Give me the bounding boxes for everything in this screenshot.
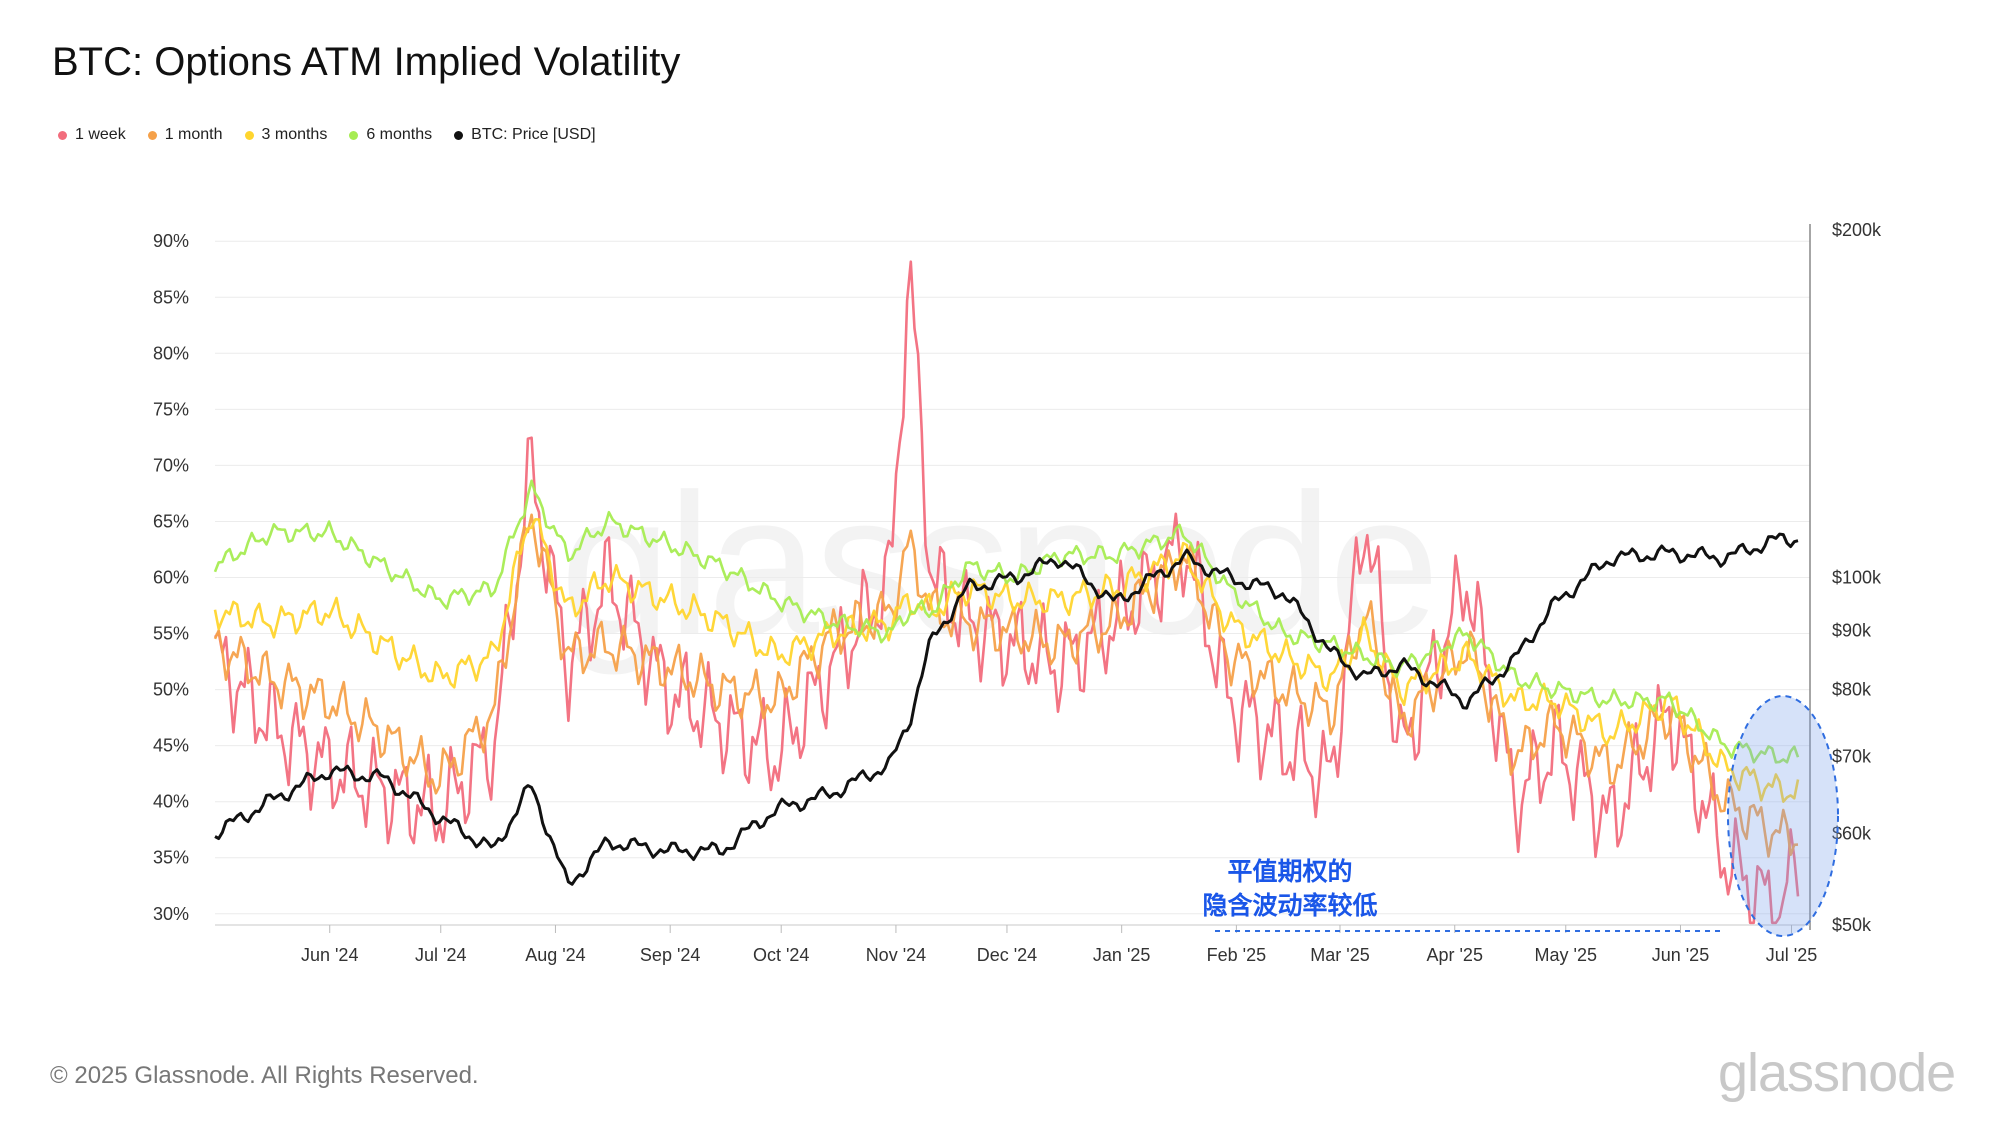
x-tick-label: Jul '25 (1766, 945, 1817, 965)
legend-dot-icon (58, 130, 67, 140)
series-line-btc-price-usd- (214, 532, 1799, 886)
x-tick-label: Feb '25 (1207, 945, 1266, 965)
y-right-tick-label: $100k (1832, 568, 1882, 588)
x-tick-label: Jun '25 (1652, 945, 1709, 965)
x-axis: Jun '24 Jul '24 Aug '24 Sep '24 Oct '24 Nov '… (215, 924, 1817, 965)
legend-label: 3 months (261, 126, 328, 143)
legend-item-3-months[interactable]: 3 months (244, 126, 328, 144)
y-left-tick-label: 85% (153, 287, 189, 307)
y-left-tick-label: 45% (153, 736, 189, 756)
series-line-1-month (213, 513, 1799, 858)
y-left-tick-label: 60% (153, 568, 189, 588)
legend-label: 1 week (75, 126, 126, 143)
x-tick-label: Sep '24 (640, 945, 701, 965)
x-tick-label: Oct '24 (753, 945, 809, 965)
chart-title: BTC: Options ATM Implied Volatility (52, 40, 681, 84)
x-tick-label: Jun '24 (301, 945, 358, 965)
legend-dot-icon (454, 130, 464, 140)
y-left-tick-label: 65% (153, 511, 189, 531)
y-left-tick-label: 35% (153, 848, 189, 868)
legend-item-1-month[interactable]: 1 month (147, 126, 223, 144)
y-axis-right: $50k $60k $70k $80k $90k $100k $200k (1809, 220, 1882, 935)
gridlines (215, 240, 1810, 915)
y-left-tick-label: 40% (153, 792, 189, 812)
legend-label: BTC: Price [USD] (471, 126, 596, 143)
legend-dot-icon (349, 130, 359, 140)
y-left-tick-label: 70% (153, 455, 189, 475)
annotation-text-line1: 平值期权的 (1227, 857, 1352, 886)
x-tick-label: Nov '24 (866, 945, 926, 965)
y-right-tick-label: $70k (1832, 746, 1872, 766)
x-tick-label: Apr '25 (1426, 945, 1482, 965)
x-tick-label: May '25 (1535, 945, 1597, 965)
legend-dot-icon (147, 130, 157, 140)
series-line-6-months (213, 479, 1800, 764)
y-left-tick-label: 50% (153, 680, 189, 700)
legend-item-6-months[interactable]: 6 months (349, 126, 432, 144)
glassnode-logo: glassnode (1718, 1043, 1956, 1103)
legend-label: 6 months (366, 126, 433, 143)
annotation-text-line2: 隐含波动率较低 (1202, 891, 1377, 920)
legend-item-btc-price[interactable]: BTC: Price [USD] (454, 126, 596, 144)
series-line-1-week (213, 260, 1800, 925)
y-left-tick-label: 80% (153, 343, 189, 363)
x-tick-label: Jul '24 (415, 945, 466, 965)
y-axis-left: 30% 35% 40% 45% 50% 55% 60% 65% 70% 75% 80% 85% 90% (153, 231, 189, 924)
series-layer (213, 260, 1800, 925)
y-right-tick-label: $50k (1832, 915, 1872, 935)
legend: 1 week 1 month 3 months 6 months BTC: Pr… (58, 126, 596, 144)
legend-item-1-week[interactable]: 1 week (58, 126, 126, 144)
x-tick-label: Aug '24 (525, 945, 586, 965)
y-right-tick-label: $90k (1832, 620, 1872, 640)
x-tick-label: Mar '25 (1310, 945, 1369, 965)
highlight-ellipse (1726, 695, 1840, 937)
y-left-tick-label: 90% (153, 231, 189, 251)
y-right-tick-label: $60k (1832, 824, 1872, 844)
y-left-tick-label: 55% (153, 624, 189, 644)
y-right-tick-label: $200k (1832, 220, 1882, 240)
x-tick-label: Dec '24 (977, 945, 1037, 965)
y-left-tick-label: 75% (153, 399, 189, 419)
copyright: © 2025 Glassnode. All Rights Reserved. (50, 1062, 479, 1089)
x-tick-label: Jan '25 (1093, 945, 1150, 965)
legend-dot-icon (244, 130, 254, 140)
legend-label: 1 month (164, 126, 223, 143)
y-left-tick-label: 30% (153, 904, 189, 924)
y-right-tick-label: $80k (1832, 679, 1872, 699)
